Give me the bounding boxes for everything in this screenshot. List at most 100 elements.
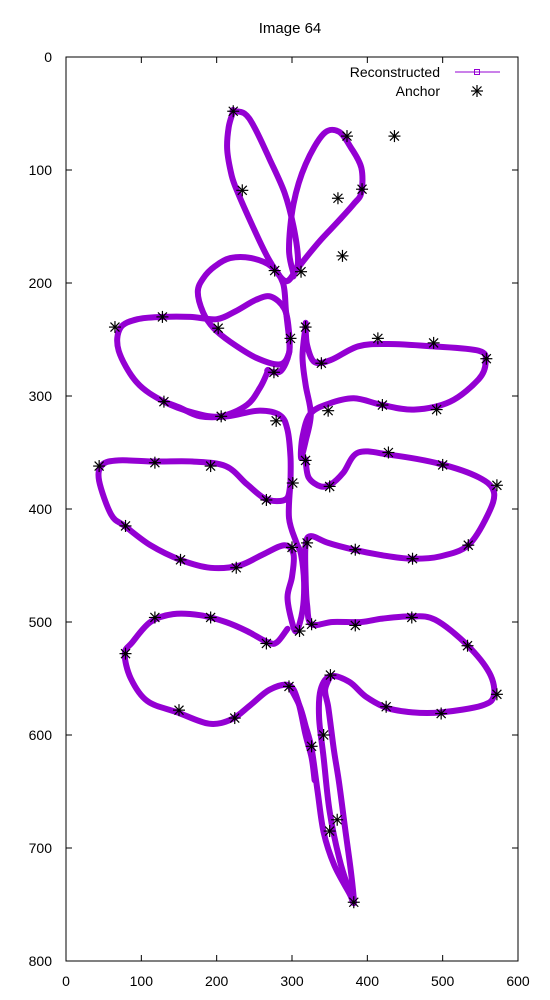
x-tick-label: 400 — [356, 973, 380, 989]
anchor-point — [349, 543, 362, 556]
anchor-point — [430, 403, 443, 416]
anchor-point — [331, 192, 344, 205]
anchor-point — [299, 454, 312, 467]
reconstructed-curve-4 — [297, 319, 489, 462]
anchor-point — [427, 336, 440, 349]
anchor-point — [148, 456, 161, 469]
anchor-point — [435, 707, 448, 720]
anchor-point — [490, 688, 503, 701]
anchor-point — [212, 322, 225, 335]
anchor-point — [336, 249, 349, 262]
anchor-point — [119, 647, 132, 660]
y-tick-label: 700 — [29, 840, 53, 856]
anchor-point — [173, 704, 185, 717]
anchor-point — [267, 366, 280, 379]
legend-marker-reconstructed — [474, 69, 480, 75]
anchor-point — [270, 414, 283, 427]
plot-frame — [65, 56, 519, 962]
anchor-point — [119, 519, 132, 532]
anchor-point — [293, 625, 306, 638]
anchor-point — [405, 611, 418, 624]
x-tick-label: 100 — [130, 973, 154, 989]
y-axis: 0 100 200 300 400 500 600 700 800 — [29, 49, 518, 969]
anchor-point — [305, 618, 318, 631]
reconstructed-curve-9 — [121, 610, 318, 784]
anchor-point — [462, 539, 475, 552]
anchor-point — [215, 410, 228, 423]
anchor-point — [157, 395, 170, 408]
anchor-point — [295, 265, 308, 278]
anchor-point — [268, 264, 281, 277]
anchor-point — [347, 896, 360, 909]
y-tick-label: 100 — [29, 162, 53, 178]
anchor-point — [284, 332, 297, 345]
legend-label-reconstructed: Reconstructed — [350, 64, 440, 80]
anchor-point — [236, 184, 249, 197]
reconstructed-curve-2 — [194, 254, 293, 368]
anchor-point — [228, 712, 241, 725]
anchor-point — [305, 740, 318, 753]
anchor-point — [227, 105, 240, 118]
anchor-point — [324, 669, 337, 682]
reconstructed-curve-1 — [286, 126, 366, 280]
legend-label-anchor: Anchor — [396, 83, 441, 99]
x-tick-label: 0 — [62, 973, 70, 989]
anchor-point — [323, 825, 336, 838]
legend: Reconstructed Anchor — [350, 64, 500, 99]
anchor-point — [376, 399, 389, 412]
reconstructed-curve-3 — [114, 293, 293, 420]
anchor-point — [317, 729, 330, 741]
anchor-point — [315, 357, 328, 370]
y-tick-label: 300 — [29, 388, 53, 404]
anchor-point — [388, 130, 401, 143]
anchor-point — [93, 460, 106, 473]
anchor-point — [380, 700, 393, 713]
anchor-point — [156, 310, 169, 323]
y-tick-label: 500 — [29, 614, 53, 630]
x-tick-label: 200 — [205, 973, 229, 989]
anchor-point — [148, 611, 161, 624]
y-tick-label: 400 — [29, 501, 53, 517]
anchor-point — [286, 477, 299, 490]
chart-title: Image 64 — [259, 20, 322, 37]
anchor-point — [490, 479, 503, 492]
anchor-point — [204, 611, 217, 624]
y-tick-label: 800 — [29, 953, 53, 969]
anchor-point — [174, 553, 187, 566]
anchor-point — [371, 332, 384, 345]
reconstructed-curve-5 — [160, 398, 294, 485]
anchor-point — [282, 680, 295, 693]
anchor-point — [108, 321, 121, 334]
anchor-point — [301, 536, 314, 549]
anchor-point — [340, 130, 353, 143]
y-tick-label: 600 — [29, 727, 53, 743]
anchor-point — [480, 352, 493, 365]
anchor-point — [204, 460, 217, 473]
anchor-point — [260, 637, 273, 650]
anchor-point — [356, 183, 369, 196]
anchor-point — [406, 552, 419, 565]
anchor-point — [230, 561, 243, 574]
anchor-point — [322, 404, 335, 417]
reconstructed-curve-6 — [95, 457, 308, 635]
reconstructed-curves — [95, 106, 498, 907]
anchor-point — [323, 480, 336, 493]
anchor-markers — [93, 105, 503, 909]
anchor-point — [436, 458, 449, 471]
anchor-point — [260, 493, 273, 506]
x-axis: 0 100 200 300 400 500 600 — [62, 57, 530, 989]
anchor-point — [382, 446, 395, 459]
y-tick-label: 200 — [29, 275, 53, 291]
anchor-point — [349, 619, 362, 632]
x-tick-label: 500 — [431, 973, 455, 989]
x-tick-label: 300 — [280, 973, 304, 989]
anchor-point — [299, 321, 312, 334]
legend-marker-anchor — [471, 85, 483, 97]
anchor-point — [461, 639, 474, 652]
y-tick-label: 0 — [44, 49, 52, 65]
x-tick-label: 600 — [506, 973, 530, 989]
anchor-point — [286, 541, 298, 554]
legend-anchor-star — [471, 85, 483, 97]
anchor-point — [331, 813, 344, 826]
